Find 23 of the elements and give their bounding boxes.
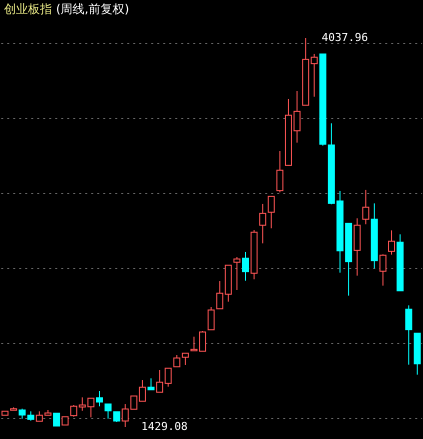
candlestick xyxy=(27,410,34,422)
candlestick xyxy=(53,412,60,426)
candlestick xyxy=(104,404,112,420)
candlestick xyxy=(233,256,240,290)
candlestick xyxy=(268,196,275,229)
candlestick xyxy=(259,203,266,244)
candlestick xyxy=(70,404,78,418)
candlestick xyxy=(405,304,412,366)
candlestick xyxy=(113,411,120,422)
candlestick xyxy=(388,230,396,256)
candlestick xyxy=(362,189,370,225)
candlestick xyxy=(276,150,284,193)
candlestick xyxy=(379,254,386,286)
annotation: 1429.08 xyxy=(141,420,188,433)
chart-title: 创业板指 xyxy=(4,2,52,16)
candlestick xyxy=(216,280,224,310)
candlestick xyxy=(242,251,250,282)
chart-subtitle: (周线,前复权) xyxy=(56,2,130,16)
candlestick xyxy=(18,408,26,420)
candlestick xyxy=(148,378,155,390)
candlestick xyxy=(96,390,103,407)
annotation: 4037.96 xyxy=(322,31,368,44)
candlestick xyxy=(208,306,215,330)
